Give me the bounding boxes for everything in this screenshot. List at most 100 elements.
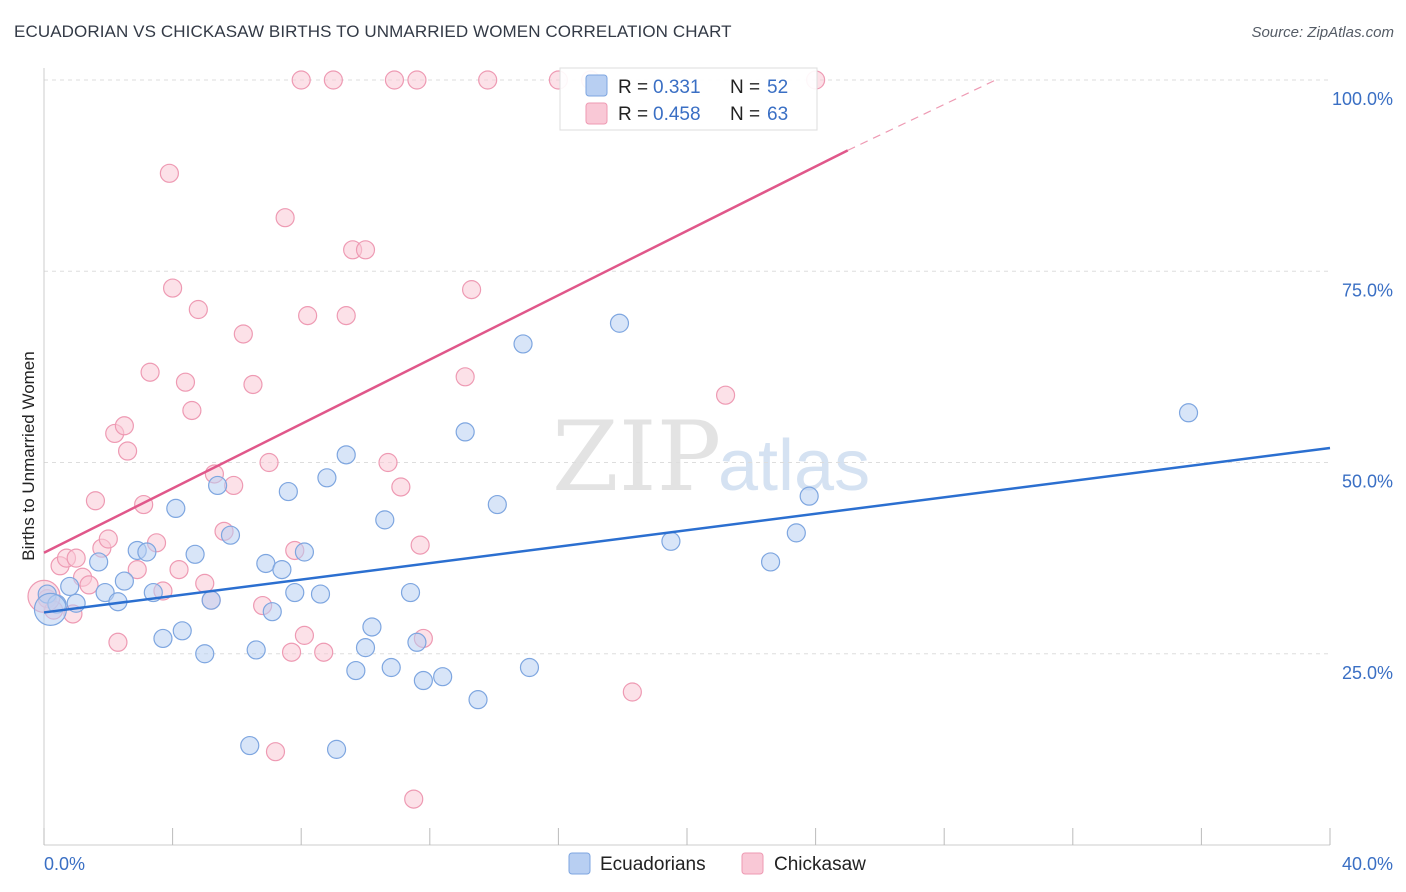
scatter-point-ecuadorians: [433, 667, 453, 687]
scatter-point-ecuadorians: [153, 628, 173, 649]
stats-swatch-chickasaw: [585, 102, 608, 125]
scatter-point-chickasaw: [66, 548, 86, 568]
scatter-point-ecuadorians: [310, 584, 331, 604]
scatter-point-chickasaw: [294, 625, 315, 645]
scatter-point-chickasaw: [243, 374, 263, 395]
scatter-point-chickasaw: [233, 324, 253, 344]
scatter-point-chickasaw: [323, 70, 343, 90]
scatter-point-ecuadorians: [375, 510, 395, 530]
scatter-point-ecuadorians: [609, 313, 630, 333]
legend-swatch-ecuadorians: [568, 852, 591, 875]
scatter-point-chickasaw: [259, 452, 279, 473]
stats-r-label-ecuadorians: R =: [618, 77, 648, 98]
scatter-point-ecuadorians: [60, 576, 80, 597]
scatter-point-chickasaw: [461, 280, 482, 300]
scatter-point-chickasaw: [384, 70, 405, 90]
scatter-point-chickasaw: [134, 494, 154, 515]
x-tick-label-max: 40.0%: [1342, 854, 1393, 874]
scatter-point-ecuadorians: [468, 690, 488, 710]
scatter-point-chickasaw: [224, 475, 244, 496]
scatter-point-ecuadorians: [294, 542, 315, 562]
stats-n-label-chickasaw: N =: [730, 104, 760, 125]
stats-n-label-ecuadorians: N =: [730, 77, 760, 98]
scatter-point-chickasaw: [478, 70, 498, 90]
scatter-point-ecuadorians: [201, 590, 221, 610]
scatter-point-ecuadorians: [786, 523, 806, 543]
scatter-point-chickasaw: [407, 70, 427, 90]
scatter-point-chickasaw: [622, 682, 642, 702]
scatter-point-ecuadorians: [400, 582, 421, 603]
scatter-point-ecuadorians: [317, 468, 337, 488]
y-tick-label: 100.0%: [1332, 89, 1393, 109]
stats-n-value-chickasaw: 63: [767, 104, 788, 125]
scatter-point-ecuadorians: [208, 475, 228, 496]
stats-legend: R = 0.331 N = 52 R = 0.458 N = 63: [559, 67, 818, 131]
x-ticks: [43, 828, 1331, 845]
scatter-point-chickasaw: [163, 278, 183, 298]
series-ecuadorians-points: [33, 313, 1199, 759]
scatter-point-ecuadorians: [166, 498, 186, 518]
stats-r-value-ecuadorians: 0.331: [653, 77, 701, 98]
scatter-point-chickasaw: [169, 559, 189, 580]
scatter-point-ecuadorians: [799, 486, 819, 506]
legend-swatch-chickasaw: [741, 852, 764, 875]
scatter-point-ecuadorians: [172, 621, 192, 641]
scatter-point-ecuadorians: [220, 525, 241, 545]
legend-label-ecuadorians: Ecuadorians: [600, 854, 706, 875]
scatter-point-ecuadorians: [89, 552, 109, 572]
scatter-point-chickasaw: [182, 400, 202, 421]
chart-title: ECUADORIAN VS CHICKASAW BIRTHS TO UNMARR…: [14, 22, 732, 41]
scatter-point-ecuadorians: [256, 553, 276, 574]
scatter-point-chickasaw: [79, 575, 99, 595]
scatter-point-ecuadorians: [455, 422, 475, 442]
scatter-point-ecuadorians: [114, 571, 134, 591]
scatter-point-chickasaw: [275, 208, 295, 228]
scatter-point-chickasaw: [265, 742, 286, 762]
scatter-point-chickasaw: [108, 632, 128, 652]
scatter-point-chickasaw: [355, 240, 376, 260]
scatter-point-ecuadorians: [760, 552, 781, 572]
trend-line-ecuadorians: [43, 446, 1331, 614]
stats-r-label-chickasaw: R =: [618, 104, 648, 125]
scatter-point-ecuadorians: [137, 542, 157, 562]
scatter-point-chickasaw: [455, 367, 475, 387]
y-tick-label: 75.0%: [1342, 280, 1393, 300]
scatter-point-chickasaw: [715, 385, 736, 405]
scatter-point-ecuadorians: [278, 481, 298, 502]
scatter-point-ecuadorians: [413, 670, 433, 691]
scatter-point-ecuadorians: [195, 644, 215, 664]
scatter-point-ecuadorians: [285, 582, 305, 603]
scatter-point-chickasaw: [114, 416, 134, 436]
scatter-point-ecuadorians: [407, 632, 427, 652]
y-axis-label: Births to Unmarried Women: [19, 351, 38, 560]
scatter-point-chickasaw: [195, 573, 215, 593]
trend-line-chickasaw: [43, 149, 849, 554]
scatter-point-chickasaw: [378, 452, 398, 473]
scatter-point-chickasaw: [159, 163, 179, 183]
grid: [44, 79, 1330, 655]
legend-label-chickasaw: Chickasaw: [774, 854, 866, 875]
scatter-point-chickasaw: [404, 789, 424, 809]
scatter-point-ecuadorians: [362, 617, 382, 637]
scatter-point-ecuadorians: [381, 657, 401, 678]
scatter-point-chickasaw: [281, 642, 302, 662]
y-tick-labels: 25.0% 50.0% 75.0% 100.0%: [1332, 89, 1393, 683]
stats-r-value-chickasaw: 0.458: [653, 104, 701, 125]
watermark-zip: ZIP: [552, 401, 721, 513]
bottom-legend: Ecuadorians Chickasaw: [568, 852, 866, 875]
scatter-point-chickasaw: [298, 306, 318, 326]
scatter-point-chickasaw: [314, 642, 334, 662]
scatter-point-chickasaw: [127, 559, 147, 580]
scatter-point-ecuadorians: [355, 638, 376, 658]
scatter-point-chickasaw: [175, 372, 196, 392]
scatter-point-ecuadorians: [513, 334, 533, 354]
scatter-point-chickasaw: [410, 535, 430, 555]
scatter-point-chickasaw: [188, 299, 208, 320]
scatter-point-ecuadorians: [336, 445, 356, 465]
scatter-point-ecuadorians: [185, 544, 205, 564]
x-tick-label-min: 0.0%: [44, 854, 85, 874]
scatter-point-ecuadorians: [346, 660, 366, 681]
y-tick-label: 50.0%: [1342, 472, 1393, 492]
scatter-point-ecuadorians: [240, 735, 260, 756]
